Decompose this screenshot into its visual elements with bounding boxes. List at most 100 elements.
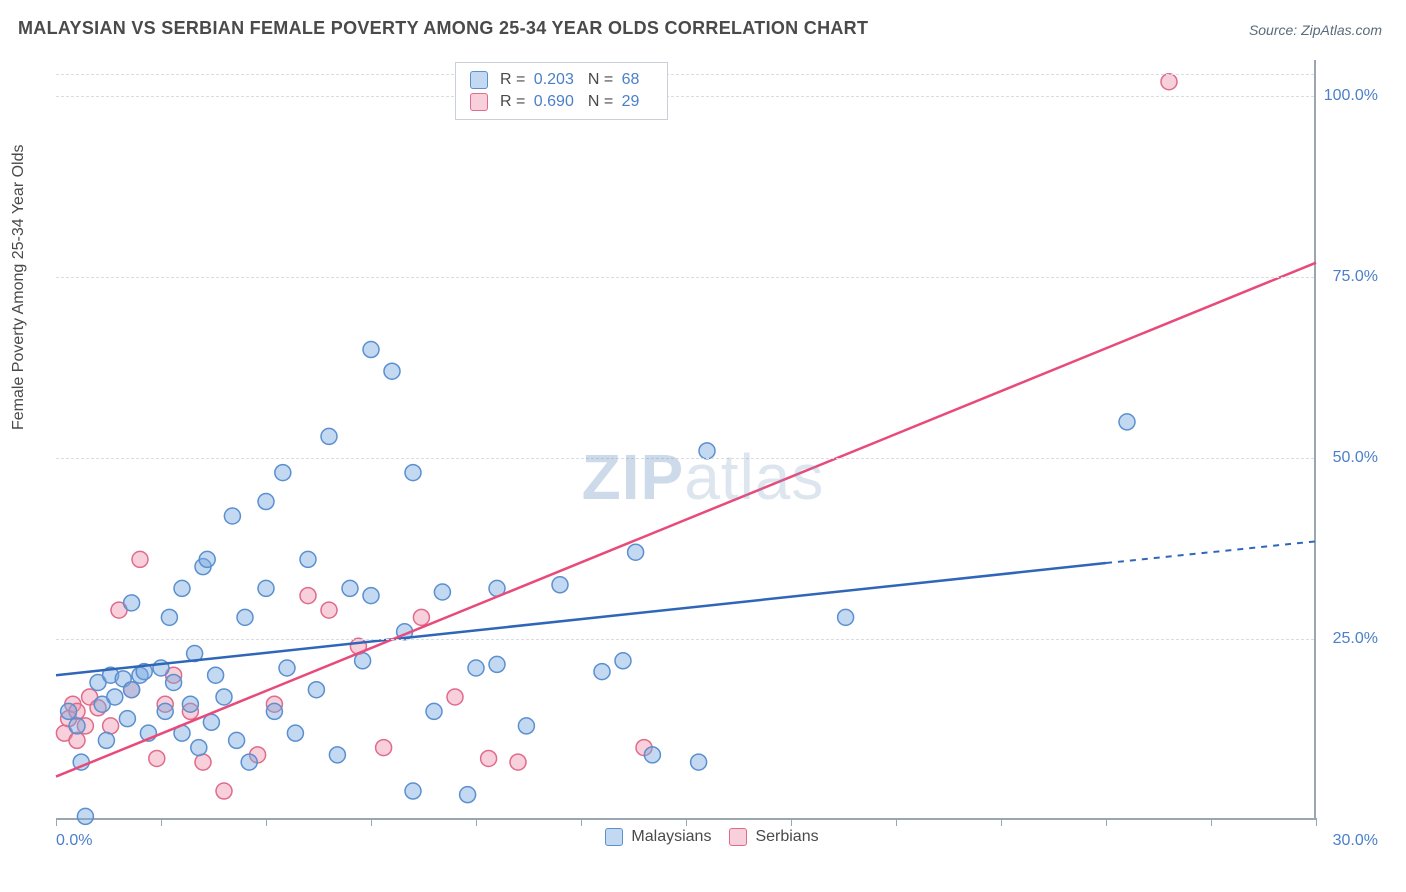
malaysians-point — [363, 588, 379, 604]
x-tick — [686, 818, 687, 826]
series-label: Serbians — [755, 828, 818, 845]
legend-r-value: 0.203 — [534, 71, 574, 88]
x-tick — [1001, 818, 1002, 826]
legend-n-label: N = — [588, 71, 618, 88]
malaysians-point — [300, 551, 316, 567]
malaysians-trendline — [56, 563, 1106, 675]
serbians-point — [1161, 74, 1177, 90]
grid-line — [56, 277, 1314, 278]
serbians-point — [413, 609, 429, 625]
malaysians-point — [518, 718, 534, 734]
x-tick — [266, 818, 267, 826]
malaysians-point — [275, 465, 291, 481]
serbians-point — [69, 732, 85, 748]
series-swatch — [605, 828, 623, 846]
x-tick — [476, 818, 477, 826]
serbians-point — [195, 754, 211, 770]
malaysians-point — [426, 703, 442, 719]
grid-line — [56, 74, 1314, 75]
chart-svg — [56, 60, 1314, 818]
legend-n-value: 68 — [622, 71, 640, 88]
malaysians-point — [287, 725, 303, 741]
correlation-legend: R = 0.203 N = 68 R = 0.690N = 29 — [455, 62, 668, 120]
malaysians-point — [1119, 414, 1135, 430]
malaysians-point — [258, 494, 274, 510]
malaysians-point — [355, 653, 371, 669]
malaysians-point — [216, 689, 232, 705]
chart-title: MALAYSIAN VS SERBIAN FEMALE POVERTY AMON… — [18, 18, 868, 39]
malaysians-point — [329, 747, 345, 763]
x-tick — [1316, 818, 1317, 826]
malaysians-point — [229, 732, 245, 748]
malaysians-point — [838, 609, 854, 625]
serbians-point — [321, 602, 337, 618]
malaysians-point — [489, 656, 505, 672]
y-tick-label: 100.0% — [1324, 87, 1378, 105]
malaysians-point — [174, 580, 190, 596]
malaysians-point — [61, 703, 77, 719]
malaysians-point — [405, 783, 421, 799]
x-tick — [1211, 818, 1212, 826]
serbians-point — [376, 740, 392, 756]
serbians-point — [510, 754, 526, 770]
malaysians-point — [279, 660, 295, 676]
malaysians-point — [405, 465, 421, 481]
malaysians-point — [384, 363, 400, 379]
malaysians-point — [615, 653, 631, 669]
malaysians-point — [224, 508, 240, 524]
grid-line — [56, 458, 1314, 459]
malaysians-point — [363, 342, 379, 358]
legend-n-label: N = — [588, 93, 618, 110]
serbians-point — [300, 588, 316, 604]
legend-r-label: R = — [500, 93, 530, 110]
x-tick — [581, 818, 582, 826]
malaysians-point — [552, 577, 568, 593]
malaysians-point — [77, 808, 93, 824]
malaysians-point — [241, 754, 257, 770]
malaysians-point — [628, 544, 644, 560]
serbians-point — [103, 718, 119, 734]
x-tick — [896, 818, 897, 826]
grid-line — [56, 639, 1314, 640]
malaysians-point — [157, 703, 173, 719]
serbians-point — [149, 750, 165, 766]
legend-swatch — [470, 93, 488, 111]
malaysians-point — [191, 740, 207, 756]
y-tick-label: 75.0% — [1333, 268, 1378, 286]
malaysians-point — [166, 674, 182, 690]
malaysians-point — [199, 551, 215, 567]
malaysians-point — [699, 443, 715, 459]
malaysians-point — [321, 428, 337, 444]
legend-swatch — [470, 71, 488, 89]
series-swatch — [729, 828, 747, 846]
malaysians-point — [182, 696, 198, 712]
malaysians-point — [266, 703, 282, 719]
source-attribution: Source: ZipAtlas.com — [1249, 22, 1382, 38]
malaysians-point — [161, 609, 177, 625]
malaysians-point — [691, 754, 707, 770]
serbians-point — [216, 783, 232, 799]
malaysians-point — [342, 580, 358, 596]
legend-row: R = 0.203N = 68 — [470, 69, 653, 91]
series-label: Malaysians — [631, 828, 711, 845]
source-prefix: Source: — [1249, 22, 1301, 38]
y-axis-title: Female Poverty Among 25-34 Year Olds — [10, 145, 28, 431]
malaysians-point — [119, 711, 135, 727]
serbians-point — [481, 750, 497, 766]
malaysians-point — [258, 580, 274, 596]
malaysians-point — [460, 787, 476, 803]
malaysians-point — [107, 689, 123, 705]
malaysians-point — [124, 682, 140, 698]
y-tick-label: 50.0% — [1333, 449, 1378, 467]
x-tick — [371, 818, 372, 826]
legend-n-value: 29 — [622, 93, 640, 110]
malaysians-point — [594, 664, 610, 680]
legend-row: R = 0.690N = 29 — [470, 91, 653, 113]
malaysians-point — [468, 660, 484, 676]
malaysians-point — [98, 732, 114, 748]
malaysians-point — [69, 718, 85, 734]
malaysians-trendline-dash — [1106, 541, 1316, 563]
serbians-trendline — [56, 263, 1316, 777]
x-tick — [161, 818, 162, 826]
malaysians-point — [124, 595, 140, 611]
